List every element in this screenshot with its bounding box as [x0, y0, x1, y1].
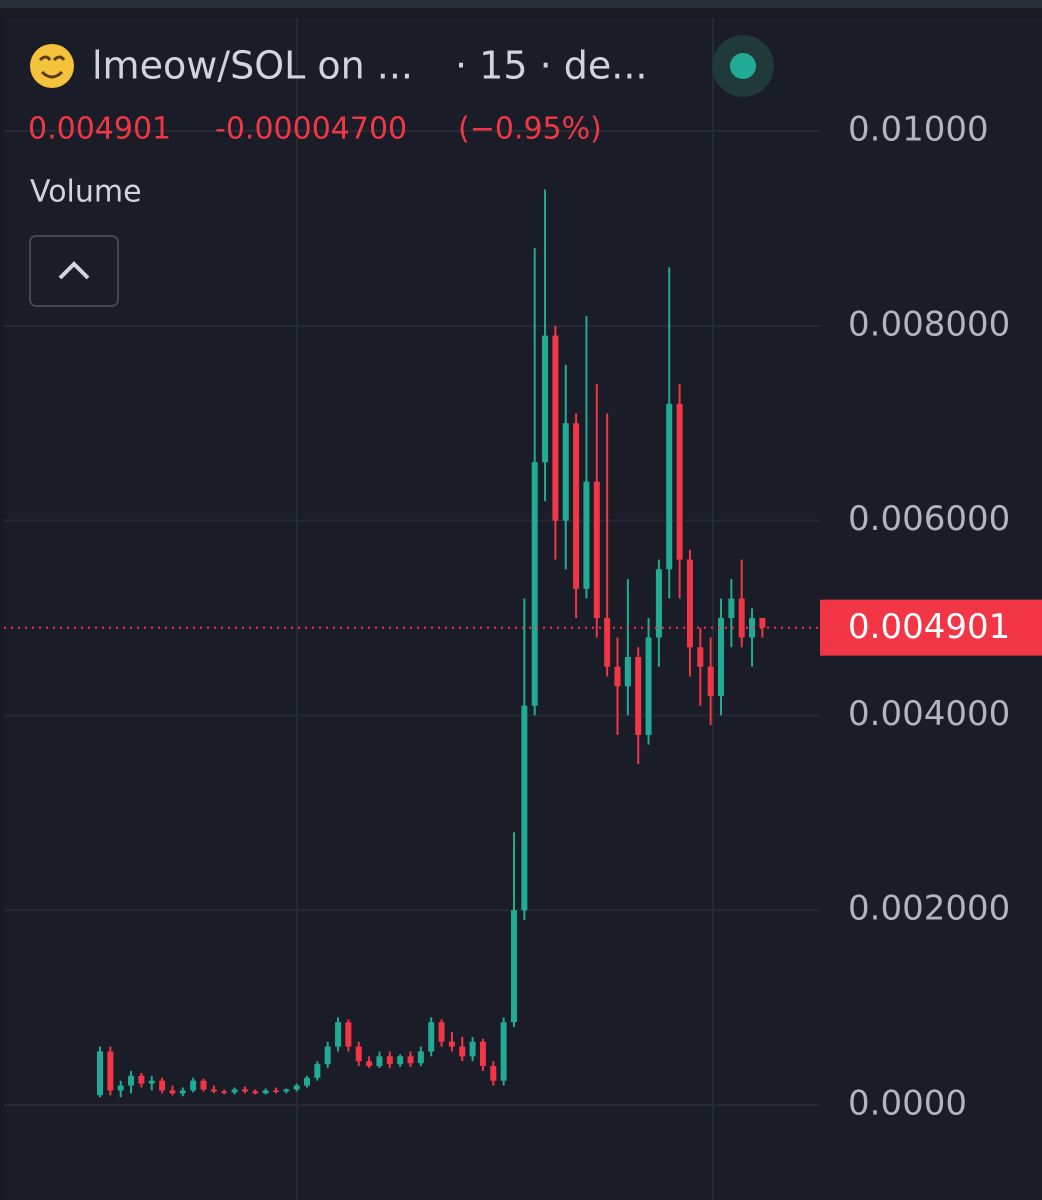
candle-body — [531, 462, 538, 706]
candle-body — [159, 1080, 166, 1091]
last-price-label: 0.004901 — [848, 607, 1010, 647]
collapse-button[interactable] — [29, 235, 119, 307]
candle-body — [200, 1080, 207, 1090]
candle-body — [283, 1089, 290, 1092]
candle-body — [459, 1046, 466, 1057]
candle-body — [542, 335, 549, 463]
candle-body — [179, 1090, 186, 1094]
candle-body — [355, 1046, 362, 1062]
candle-body — [407, 1056, 414, 1064]
candle-body — [148, 1080, 155, 1084]
candle-body — [386, 1056, 393, 1065]
candle-body — [293, 1085, 300, 1090]
grid — [4, 130, 820, 1107]
top-bar — [0, 0, 1042, 8]
symbol-title: lmeow/SOL on ... — [92, 44, 413, 88]
candle-body — [210, 1089, 217, 1092]
candle-body — [397, 1056, 404, 1065]
y-tick-label: 0.006000 — [848, 499, 1010, 539]
candle-body — [314, 1064, 321, 1078]
candle-body — [262, 1090, 269, 1094]
candle-body — [428, 1022, 435, 1052]
candle-body — [666, 403, 673, 570]
candle-body — [366, 1061, 373, 1067]
last-price: 0.004901 — [28, 112, 171, 147]
candle-body — [417, 1051, 424, 1064]
chevron-up — [58, 261, 90, 280]
candle-body — [655, 569, 662, 638]
candle-body — [221, 1091, 228, 1093]
interval-info: · 15 · de... — [455, 44, 648, 88]
y-tick-label: 0.008000 — [848, 304, 1010, 344]
candle-body — [604, 618, 611, 667]
symbol-icon — [30, 44, 74, 88]
candle-body — [645, 637, 652, 735]
candle-body — [128, 1075, 135, 1086]
candle-body — [635, 656, 642, 735]
candle-body — [593, 481, 600, 619]
candle-body — [241, 1089, 248, 1092]
y-tick-label: 0.0000 — [848, 1084, 967, 1124]
candle-body — [324, 1046, 331, 1065]
candle-body — [749, 618, 756, 638]
candle-body — [614, 666, 621, 687]
candle-body — [469, 1041, 476, 1057]
y-tick-label: 0.01000 — [848, 110, 989, 150]
candle-body — [759, 618, 766, 628]
candle-body — [231, 1089, 238, 1093]
candle-body — [624, 656, 631, 687]
symbol-icon-face — [38, 55, 66, 79]
candle-body — [686, 559, 693, 648]
candle-body — [552, 335, 559, 521]
candle-body — [252, 1091, 259, 1094]
candle-body — [738, 598, 745, 638]
y-tick-label: 0.002000 — [848, 889, 1010, 929]
last-price-badge — [820, 599, 1042, 656]
candle-body — [117, 1085, 124, 1091]
candle-body — [272, 1090, 279, 1092]
candle-body — [728, 598, 735, 619]
candle-body — [97, 1051, 103, 1096]
indicator-label: Volume — [30, 175, 142, 210]
candle-body — [345, 1022, 352, 1047]
price-axis: 0.0000 0.002000 0.004000 0.006000 0.008000 0.… — [820, 110, 1042, 1124]
candle-body — [676, 403, 683, 560]
candle-body — [718, 618, 724, 696]
candle-body — [490, 1066, 497, 1081]
status-dot — [730, 53, 756, 79]
candle-body — [335, 1022, 342, 1047]
candle-body — [376, 1056, 383, 1067]
candle-body — [190, 1080, 197, 1091]
price-change: -0.00004700 — [215, 112, 407, 147]
candle-body — [500, 1022, 507, 1081]
candle-body — [511, 910, 517, 1023]
candles — [4, 189, 820, 1098]
candle-body — [707, 666, 714, 696]
candle-body — [448, 1041, 455, 1047]
y-tick-label: 0.004000 — [848, 694, 1010, 734]
candle-body — [304, 1077, 310, 1086]
candle-body — [521, 705, 528, 911]
candle-body — [583, 481, 590, 589]
candle-body — [107, 1051, 114, 1091]
candle-body — [697, 647, 704, 667]
candle-body — [562, 423, 569, 521]
candle-body — [138, 1075, 145, 1084]
candle-body — [479, 1041, 486, 1067]
percent-change: (−0.95%) — [458, 112, 602, 147]
candle-body — [169, 1090, 176, 1094]
candle-body — [573, 423, 580, 589]
candle-body — [438, 1022, 445, 1042]
